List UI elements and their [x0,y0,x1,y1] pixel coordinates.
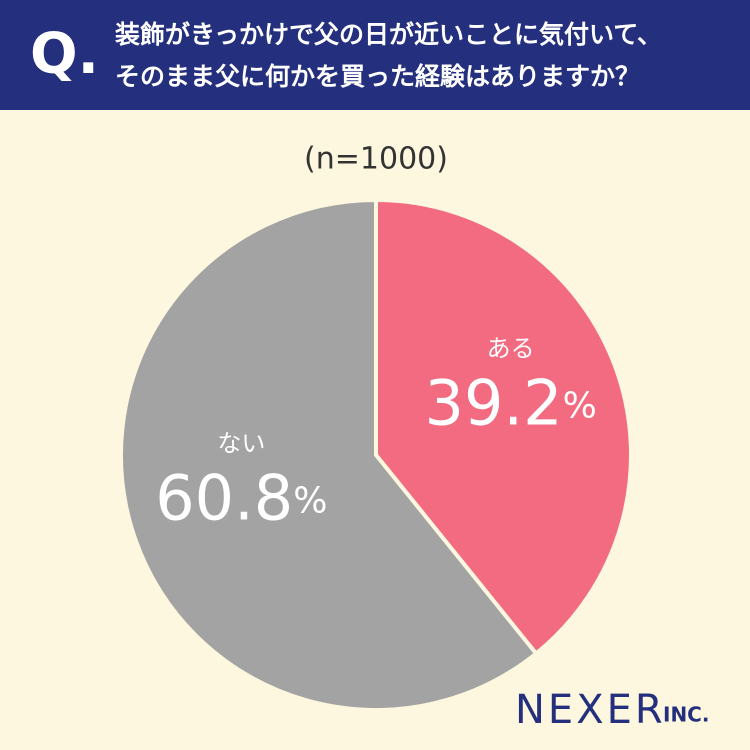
question-mark: Q. [30,22,99,87]
subtitle: (n=1000) [304,142,448,177]
slice-label: ない [217,430,265,458]
question-line: 装飾がきっかけで父の日が近いことに気付いて、 [115,20,662,49]
pie-slice [119,197,539,712]
question-line: そのまま父に何かを買った経験はありますか？ [115,62,640,91]
value-label: 39.2% [425,367,597,440]
logo-suffix: INC. [663,703,709,727]
logo-name: NEXER [515,687,666,733]
value-label: 60.8% [155,462,327,535]
slice-label: ある [487,334,535,362]
pie: ある 39.2% ない 60.8% [119,197,633,712]
header-band [0,0,750,110]
pie-slice [374,197,633,657]
